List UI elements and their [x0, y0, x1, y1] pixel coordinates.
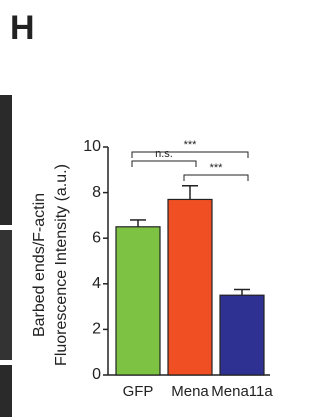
image-strip [0, 230, 12, 360]
image-strip [0, 365, 12, 417]
bar [116, 227, 160, 375]
page: H Barbed ends/F-actin Fluorescence Inten… [0, 0, 321, 417]
y-tick-label: 4 [92, 275, 101, 292]
x-tick-label: GFP [123, 383, 154, 400]
bar [168, 199, 212, 375]
significance-label: n.s. [155, 148, 173, 160]
chart: H Barbed ends/F-actin Fluorescence Inten… [0, 0, 321, 417]
significance-bracket [132, 152, 248, 158]
x-tick-label: Mena11a [211, 383, 273, 400]
y-tick-label: 10 [83, 138, 101, 155]
y-tick-label: 8 [92, 184, 101, 201]
significance-bracket [132, 161, 196, 167]
y-tick-label: 0 [92, 366, 101, 383]
significance-label: *** [210, 162, 224, 174]
panel-label: H [10, 9, 35, 47]
x-tick-label: Mena [171, 383, 209, 400]
significance-bracket [184, 175, 248, 181]
y-axis-label: Fluorescence Intensity (a.u.) [53, 164, 70, 366]
image-strip [0, 95, 12, 225]
y-axis-label: Barbed ends/F-actin [31, 193, 48, 337]
y-tick-label: 6 [92, 229, 101, 246]
y-tick-label: 2 [92, 321, 101, 338]
significance-label: *** [184, 139, 198, 151]
bar [220, 295, 264, 375]
